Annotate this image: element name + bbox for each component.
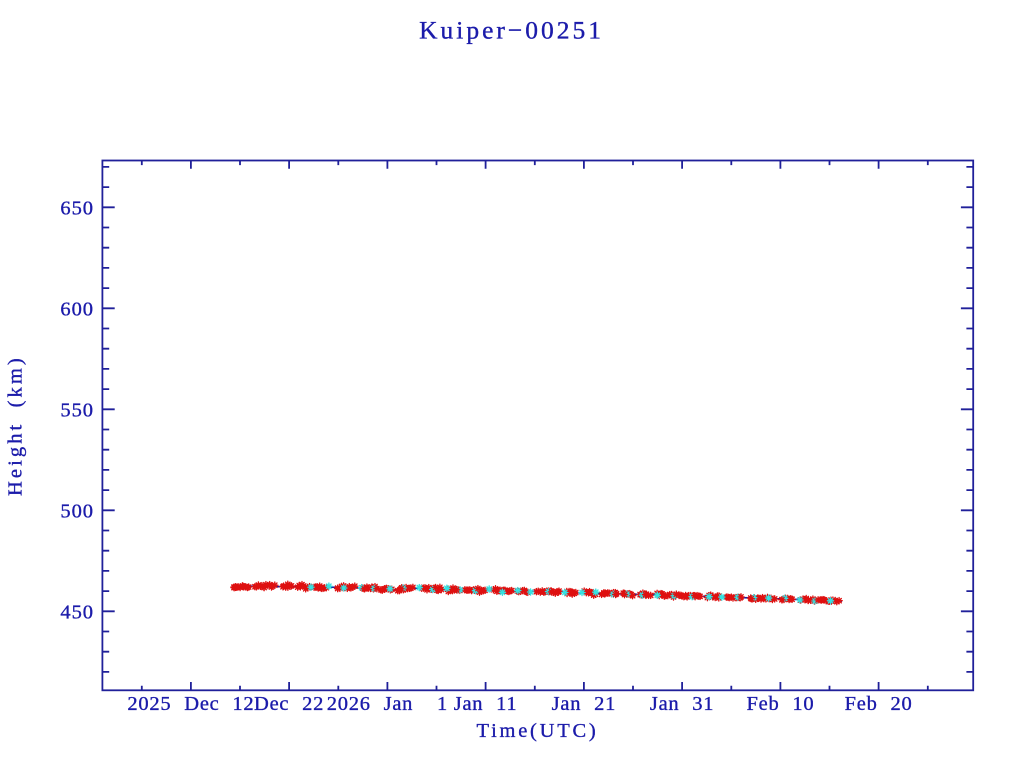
svg-text:Jan 21: Jan 21 (552, 693, 616, 715)
svg-text:450: 450 (60, 601, 94, 623)
svg-text:2025 Dec 12: 2025 Dec 12 (127, 693, 254, 715)
svg-text:600: 600 (60, 298, 94, 320)
svg-text:Feb 20: Feb 20 (845, 693, 913, 715)
svg-text:Kuiper−00251: Kuiper−00251 (419, 15, 604, 44)
svg-text:650: 650 (60, 197, 94, 219)
svg-text:Jan 11: Jan 11 (454, 693, 518, 715)
svg-text:Dec 22: Dec 22 (254, 693, 324, 715)
svg-text:550: 550 (60, 399, 94, 421)
svg-text:Time(UTC): Time(UTC) (477, 720, 599, 742)
svg-text:500: 500 (60, 500, 94, 522)
svg-text:Height (km): Height (km) (5, 355, 27, 496)
svg-text:2026 Jan 1: 2026 Jan 1 (327, 693, 448, 715)
svg-text:Feb 10: Feb 10 (746, 693, 814, 715)
svg-text:Jan 31: Jan 31 (650, 693, 714, 715)
